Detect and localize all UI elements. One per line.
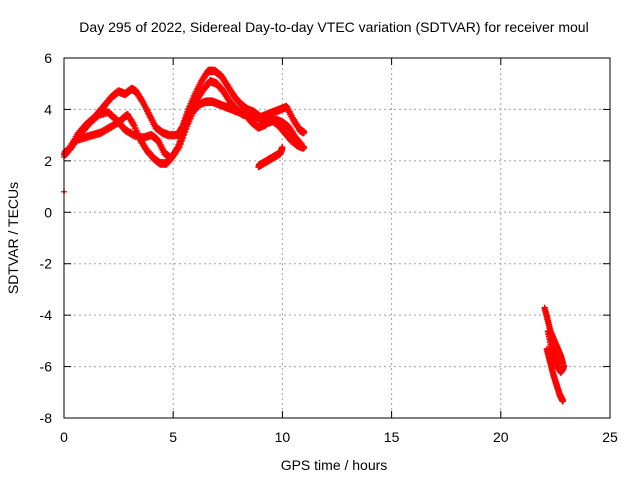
y-tick-label: 2 [44,153,52,169]
y-tick-label: -2 [40,256,53,272]
x-axis-label: GPS time / hours [281,457,388,473]
axis-ticks [63,57,611,419]
data-point [279,145,286,151]
x-tick-label: 0 [60,429,68,445]
x-tick-label: 20 [493,429,509,445]
plot-frame [63,57,611,419]
data-point [301,145,308,151]
y-axis-label: SDTVAR / TECUs [5,182,21,294]
y-tick-label: -4 [40,307,53,323]
y-tick-labels: -8 -6 -4 -2 0 2 4 6 [40,50,53,426]
x-tick-label: 15 [384,429,400,445]
y-tick-label: 4 [44,101,52,117]
x-tick-label: 10 [275,429,291,445]
data-point [561,363,568,370]
x-tick-labels: 0 5 10 15 20 25 [60,429,618,445]
data-point [301,129,308,136]
y-tick-label: -6 [40,359,53,375]
y-tick-label: -8 [40,410,53,426]
y-tick-label: 0 [44,204,52,220]
x-tick-label: 5 [169,429,177,445]
x-tick-label: 25 [602,429,618,445]
y-tick-label: 6 [44,50,52,66]
data-points [61,66,568,405]
data-point [560,398,567,405]
chart-title: Day 295 of 2022, Sidereal Day-to-day VTE… [79,19,588,35]
